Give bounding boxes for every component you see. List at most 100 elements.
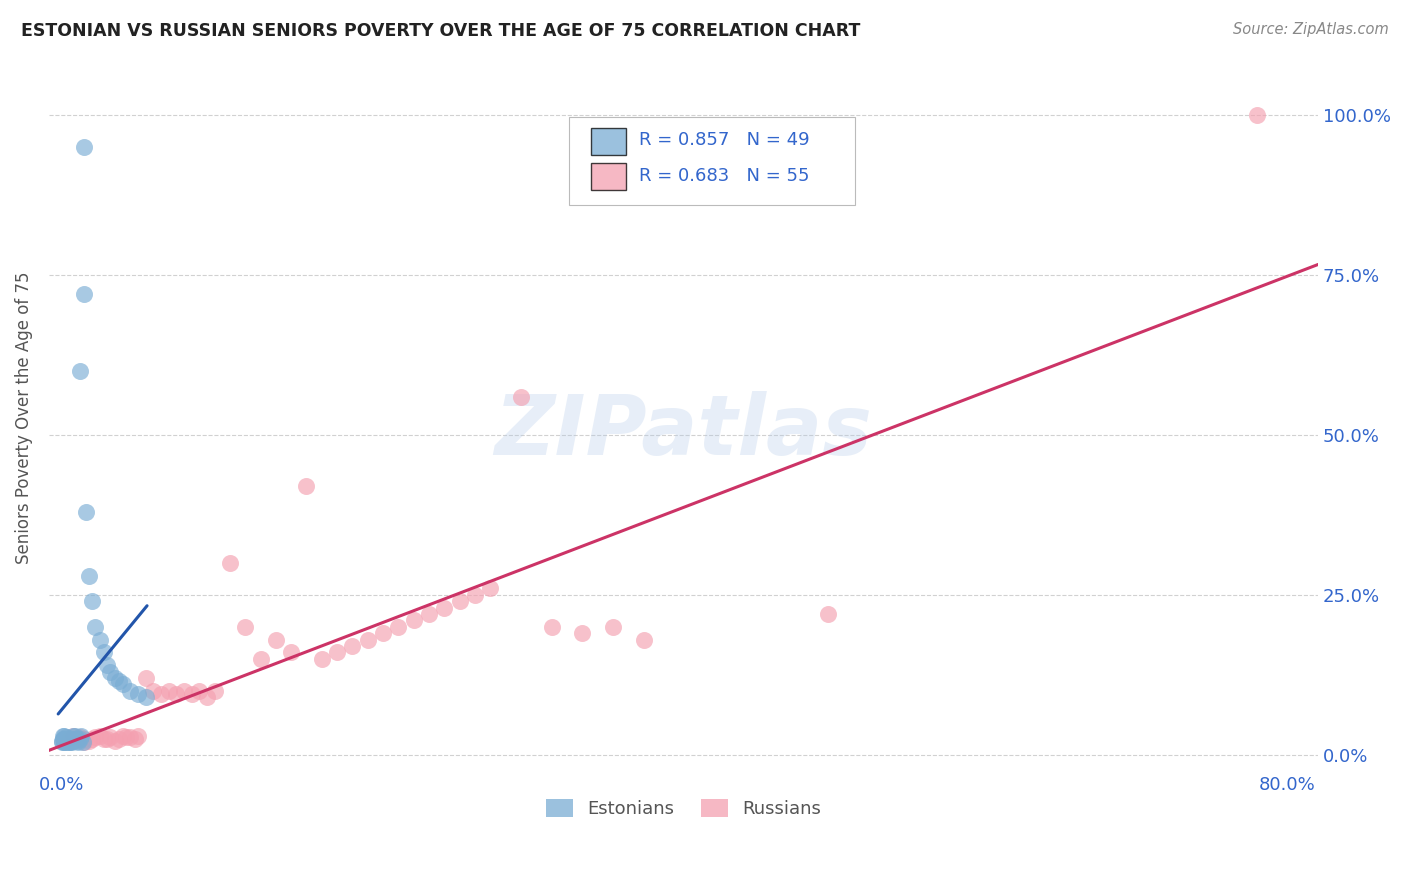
Point xyxy=(72,735,94,749)
Text: ZIPatlas: ZIPatlas xyxy=(495,391,873,472)
Point xyxy=(342,639,364,653)
Point xyxy=(108,674,131,689)
Point xyxy=(53,735,76,749)
Point xyxy=(93,645,115,659)
Point xyxy=(69,731,91,746)
Point xyxy=(69,364,91,378)
Point xyxy=(371,626,394,640)
Point xyxy=(357,632,380,647)
Point xyxy=(127,729,149,743)
Point xyxy=(120,683,142,698)
Point xyxy=(58,731,80,746)
Point xyxy=(63,729,86,743)
Point xyxy=(120,730,142,744)
Point xyxy=(540,620,562,634)
Point xyxy=(73,731,96,746)
Point xyxy=(73,735,96,749)
Point xyxy=(59,731,82,746)
Text: Source: ZipAtlas.com: Source: ZipAtlas.com xyxy=(1233,22,1389,37)
Point xyxy=(58,733,80,747)
Point xyxy=(65,731,87,746)
Point xyxy=(108,731,131,746)
Point xyxy=(63,731,86,746)
Point xyxy=(89,632,111,647)
Point xyxy=(52,735,75,749)
Point xyxy=(510,390,533,404)
Point xyxy=(62,729,84,743)
Point xyxy=(104,671,127,685)
Text: ESTONIAN VS RUSSIAN SENIORS POVERTY OVER THE AGE OF 75 CORRELATION CHART: ESTONIAN VS RUSSIAN SENIORS POVERTY OVER… xyxy=(21,22,860,40)
Point xyxy=(56,731,79,746)
Point xyxy=(188,683,211,698)
Point xyxy=(53,731,76,746)
Point xyxy=(633,632,655,647)
Text: R = 0.857   N = 49: R = 0.857 N = 49 xyxy=(640,131,810,149)
Y-axis label: Seniors Poverty Over the Age of 75: Seniors Poverty Over the Age of 75 xyxy=(15,271,32,564)
Point xyxy=(295,479,318,493)
Point xyxy=(73,287,96,301)
FancyBboxPatch shape xyxy=(591,128,627,154)
Point xyxy=(165,687,187,701)
Point xyxy=(180,687,202,701)
Point xyxy=(464,588,486,602)
Point xyxy=(62,729,84,743)
Point xyxy=(111,729,134,743)
Point xyxy=(60,733,83,747)
Point xyxy=(70,729,93,743)
Point xyxy=(98,665,121,679)
Legend: Estonians, Russians: Estonians, Russians xyxy=(538,791,828,825)
Point xyxy=(418,607,440,621)
Point xyxy=(55,730,77,744)
Point xyxy=(75,505,97,519)
Point xyxy=(326,645,349,659)
Point xyxy=(817,607,839,621)
Point xyxy=(114,730,136,744)
Point xyxy=(149,687,172,701)
Point xyxy=(51,735,73,749)
Point xyxy=(60,735,83,749)
Point xyxy=(69,730,91,744)
Point xyxy=(52,729,75,743)
Point xyxy=(571,626,593,640)
Point xyxy=(249,652,271,666)
Point xyxy=(56,735,79,749)
Point xyxy=(127,687,149,701)
Point xyxy=(55,731,77,746)
Point xyxy=(84,730,107,744)
Point xyxy=(204,683,226,698)
Point xyxy=(387,620,409,634)
Point xyxy=(96,731,118,746)
Point xyxy=(104,733,127,747)
Point xyxy=(479,582,502,596)
Point xyxy=(77,733,100,747)
Point xyxy=(433,600,456,615)
Point xyxy=(56,733,79,747)
Point xyxy=(52,731,75,746)
Point xyxy=(280,645,302,659)
Point xyxy=(111,677,134,691)
Point xyxy=(59,735,82,749)
Point xyxy=(80,594,103,608)
Point xyxy=(602,620,624,634)
Point xyxy=(233,620,256,634)
Point xyxy=(73,140,96,154)
Point xyxy=(67,735,90,749)
Point xyxy=(135,690,157,705)
Point xyxy=(62,731,84,746)
Point xyxy=(58,731,80,746)
Point xyxy=(124,731,146,746)
Point xyxy=(311,652,333,666)
Point xyxy=(55,733,77,747)
Point xyxy=(195,690,218,705)
Point xyxy=(89,729,111,743)
Point xyxy=(1246,108,1268,122)
Point xyxy=(402,614,425,628)
Point xyxy=(449,594,471,608)
Point xyxy=(65,731,87,746)
Point xyxy=(58,735,80,749)
FancyBboxPatch shape xyxy=(591,163,627,190)
Point xyxy=(84,620,107,634)
Point xyxy=(264,632,287,647)
Point xyxy=(53,729,76,743)
Point xyxy=(218,556,240,570)
